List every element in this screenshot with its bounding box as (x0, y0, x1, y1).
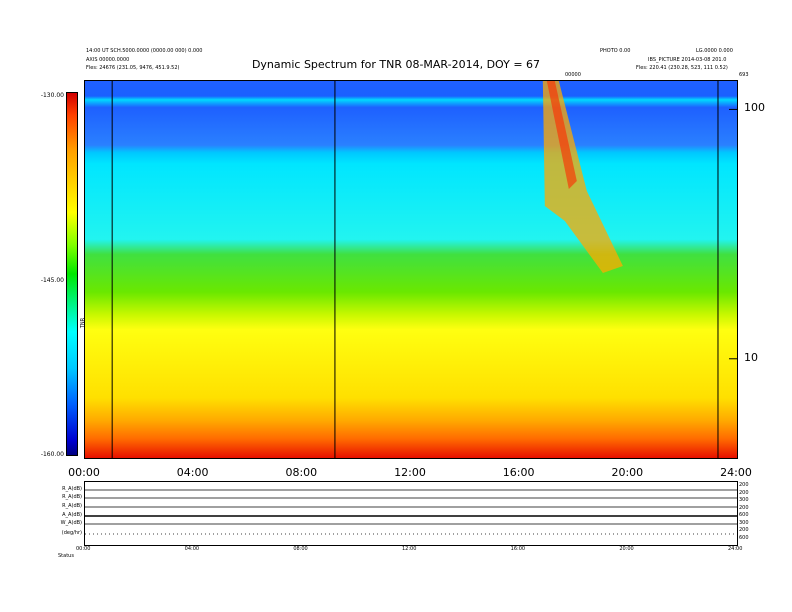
header-right-small: PHOTO 0.00 (600, 48, 631, 54)
housekeeping-x-tick: 20:00 (619, 546, 634, 552)
spectrum-background (85, 81, 737, 458)
housekeeping-right-label: 300 (739, 497, 749, 503)
header-right-line2: IBS_PICTURE 2014-03-08 201.0 (648, 57, 727, 63)
colorbar-label-top: -130.00 (40, 92, 64, 99)
burst-core (546, 81, 577, 189)
housekeeping-x-tick: 16:00 (510, 546, 526, 552)
housekeeping-x-tick: 12:00 (402, 546, 417, 552)
x-tick-label: 20:00 (611, 466, 644, 479)
x-tick-label: 24:00 (720, 466, 752, 479)
housekeeping-x-tick: 24:00 (728, 546, 743, 552)
time-markers (111, 81, 737, 458)
cursor-label: 00000 (565, 72, 581, 78)
header-right-line3: Fles: 220.41 (230.28, 523, 111 0.52) (636, 65, 728, 71)
housekeeping-left-label: W_A(dB) (60, 520, 82, 526)
housekeeping-panel (84, 481, 738, 546)
x-tick-label: 00:00 (68, 466, 100, 479)
housekeeping-right-label: 200 (739, 504, 749, 511)
housekeeping-x-tick: 08:00 (293, 546, 308, 552)
housekeeping-left-label: R_A(dB) (62, 486, 82, 492)
housekeeping-right-label: 200 (739, 482, 749, 488)
y-tick-label: 10 (744, 350, 758, 364)
x-tick-label: 16:00 (502, 466, 535, 479)
colorbar-label-mid: -145.00 (40, 277, 64, 284)
spectrogram-plot (84, 80, 738, 459)
x-tick-label: 08:00 (285, 466, 318, 479)
x-tick-label: 04:00 (176, 466, 209, 479)
housekeeping-left-label: A_A(dB) (62, 512, 82, 518)
header-left-line3: Fles: 24676 (231.05, 9476, 451.9.52) (86, 65, 180, 71)
housekeeping-left-label: (deg/hr) (61, 530, 82, 536)
housekeeping-right-label: 300 (739, 519, 749, 526)
header-left-line2: AXIS 00000.0000 (86, 57, 130, 63)
housekeeping-x-tick: 00:00 (76, 546, 91, 552)
housekeeping-right-label: 600 (739, 534, 749, 541)
header-left-line1: 14:00 UT SCH.5000.0000 (0000.00 000) 0.0… (86, 48, 203, 54)
housekeeping-right-label: 600 (739, 512, 749, 518)
colorbar-label-bottom: -160.00 (40, 451, 64, 458)
housekeeping-right-label: 200 (739, 489, 749, 496)
housekeeping-x-tick: 04:00 (184, 546, 200, 552)
y-tick-label: 100 (744, 101, 765, 115)
housekeeping-left-label: R_A(dB) (62, 494, 82, 500)
housekeeping-left-label: R_A(dB) (62, 503, 82, 509)
colorbar (66, 92, 78, 456)
header-right-line1: LG.0000 0.000 (696, 48, 733, 54)
radio-burst (542, 81, 623, 273)
chart-title: Dynamic Spectrum for TNR 08-MAR-2014, DO… (251, 58, 541, 71)
x-tick-label: 12:00 (394, 466, 426, 479)
footer-label: Status (58, 553, 74, 559)
housekeeping-right-label: 200 (739, 527, 749, 533)
corner-label: 693 (739, 72, 749, 78)
